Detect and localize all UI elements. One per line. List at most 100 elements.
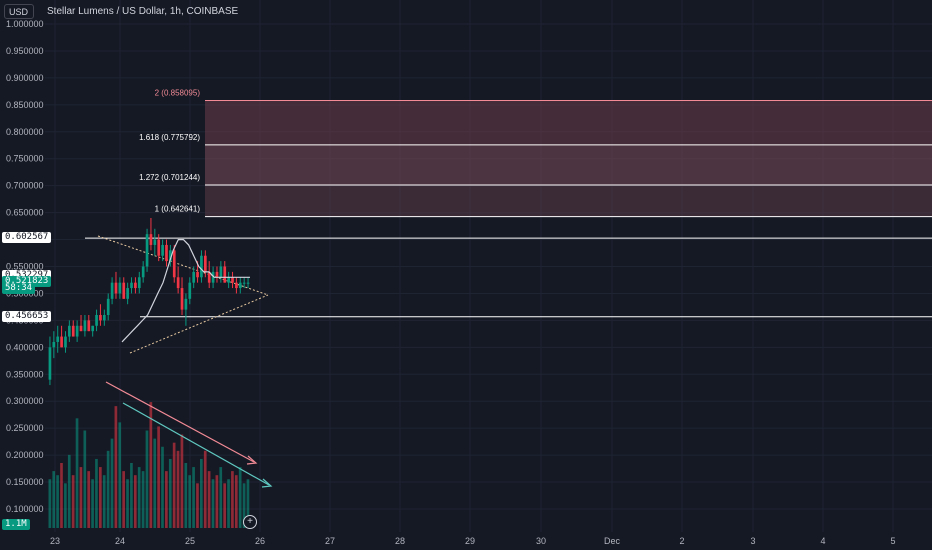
- volume-bar: [168, 458, 172, 528]
- volume-bar: [87, 471, 91, 528]
- y-tick-label: 0.650000: [6, 208, 44, 218]
- candle-body: [145, 234, 149, 267]
- candle-body: [161, 244, 164, 256]
- volume-bar: [71, 475, 75, 528]
- add-plus-icon[interactable]: +: [243, 515, 257, 529]
- volume-bar: [153, 438, 157, 528]
- volume-bar: [64, 483, 67, 528]
- volume-bar: [157, 426, 160, 528]
- volume-bar: [67, 454, 71, 528]
- volume-bar: [60, 463, 63, 528]
- volume-bar: [130, 463, 133, 528]
- y-tick-label: 0.150000: [6, 477, 44, 487]
- volume-bar: [207, 471, 211, 528]
- candle-body: [192, 271, 196, 283]
- x-tick-label: 28: [395, 536, 405, 546]
- candle-body: [200, 255, 203, 278]
- volume-bar: [184, 463, 188, 528]
- candle-body: [87, 320, 91, 332]
- fib-level-label: 1.272 (0.701244): [139, 173, 200, 182]
- volume-bar: [231, 471, 234, 528]
- candle-body: [231, 277, 234, 283]
- y-tick-label: 0.950000: [6, 46, 44, 56]
- fib-zone: [205, 100, 932, 145]
- fib-zone: [205, 184, 932, 217]
- candle-body: [68, 325, 71, 337]
- price-axis-tag: 0.521823: [2, 275, 52, 287]
- candle-body: [235, 282, 238, 289]
- volume-bar: [238, 467, 242, 528]
- candle-body: [122, 282, 126, 299]
- x-tick-label: Dec: [604, 536, 621, 546]
- candle-body: [169, 250, 172, 262]
- moving-average-line: [121, 239, 250, 343]
- candle-body: [215, 271, 219, 278]
- candle-body: [172, 250, 176, 278]
- candle-body: [184, 298, 188, 310]
- x-tick-label: 5: [890, 536, 895, 546]
- x-tick-label: 27: [325, 536, 335, 546]
- x-tick-label: 2: [679, 536, 684, 546]
- candle-body: [134, 282, 137, 289]
- y-tick-label: 0.200000: [6, 450, 44, 460]
- price-axis-tag: 0.456653: [2, 310, 52, 322]
- y-tick-label: 0.400000: [6, 342, 44, 352]
- x-tick-label: 4: [820, 536, 825, 546]
- volume-bar: [83, 430, 87, 528]
- volume-bar: [180, 434, 184, 528]
- x-tick-label: 26: [255, 536, 265, 546]
- volume-bar: [56, 475, 59, 528]
- x-tick-label: 24: [115, 536, 125, 546]
- volume-bar: [75, 418, 79, 528]
- candle-body: [114, 282, 118, 294]
- volume-bar: [242, 483, 246, 528]
- candle-body: [126, 288, 129, 299]
- volume-bar: [126, 479, 129, 528]
- fib-level-label: 2 (0.858095): [155, 88, 201, 97]
- y-tick-label: 0.750000: [6, 154, 44, 164]
- red-trend-arrow: [105, 381, 255, 463]
- candle-body: [196, 271, 199, 278]
- volume-bar: [102, 475, 106, 528]
- teal-trend-arrowhead: [261, 478, 273, 488]
- volume-bar: [234, 475, 238, 528]
- candle-body: [102, 315, 106, 321]
- candle-body: [223, 266, 227, 283]
- teal-trend-arrow: [122, 402, 270, 486]
- volume-bar: [122, 471, 125, 528]
- candle-body: [106, 298, 110, 315]
- volume-bar: [52, 471, 56, 528]
- candle-body: [242, 282, 246, 284]
- volume-bar: [165, 471, 168, 528]
- x-tick-label: 23: [50, 536, 60, 546]
- volume-bar: [114, 406, 118, 528]
- candle-body: [71, 325, 75, 337]
- volume-bar: [99, 467, 102, 528]
- x-tick-label: 3: [750, 536, 755, 546]
- volume-bar: [215, 475, 219, 528]
- y-tick-label: 0.850000: [6, 100, 44, 110]
- volume-bar: [203, 450, 207, 528]
- candle-body: [207, 271, 211, 283]
- volume-bar: [161, 446, 164, 528]
- x-tick-label: 30: [536, 536, 546, 546]
- candle-body: [130, 282, 133, 289]
- volume-bar: [192, 467, 195, 528]
- volume-bar: [211, 479, 215, 528]
- candle-body: [246, 282, 250, 284]
- volume-bar: [223, 483, 226, 528]
- price-axis-tag: 0.602567: [2, 232, 52, 244]
- candle-body: [99, 315, 102, 321]
- volume-bar: [110, 438, 114, 528]
- red-trend-arrowhead: [246, 455, 258, 465]
- volume-axis-tag: 1.1M: [2, 519, 30, 530]
- candle-body: [203, 255, 207, 272]
- triangle-lower-line: [129, 294, 269, 354]
- y-tick-label: 0.900000: [6, 73, 44, 83]
- x-tick-label: 25: [185, 536, 195, 546]
- y-tick-label: 0.300000: [6, 396, 44, 406]
- currency-selector[interactable]: USD: [4, 4, 34, 19]
- candle-body: [137, 277, 141, 289]
